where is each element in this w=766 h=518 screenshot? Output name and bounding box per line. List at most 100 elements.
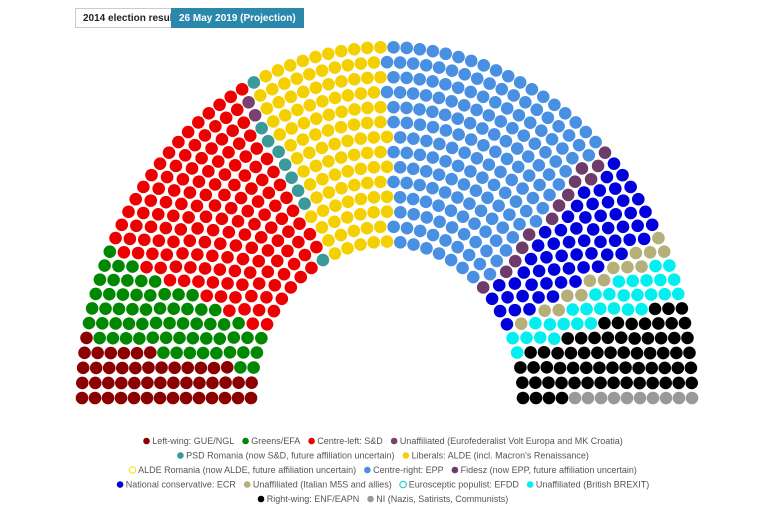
seat	[419, 164, 433, 178]
seat	[529, 376, 542, 389]
seat	[176, 317, 190, 330]
seat	[123, 232, 137, 246]
seat	[243, 129, 257, 142]
seat	[594, 209, 607, 223]
seat	[228, 264, 242, 278]
seat	[194, 361, 208, 375]
seat	[631, 288, 644, 302]
seat	[192, 116, 205, 129]
seat	[624, 206, 637, 220]
seat	[267, 165, 280, 179]
seat	[554, 223, 568, 237]
seat	[200, 289, 214, 303]
seat	[348, 103, 361, 116]
seat	[607, 302, 621, 315]
seat	[516, 391, 530, 405]
seat	[584, 172, 598, 186]
seat	[281, 244, 294, 258]
seat	[646, 391, 660, 405]
seat	[250, 142, 264, 155]
seat	[445, 141, 459, 155]
seat	[237, 346, 250, 359]
seat	[222, 225, 236, 239]
seat	[122, 205, 135, 219]
legend-item: Fidesz (now EPP, future affiliation unce…	[451, 465, 637, 475]
seat	[620, 376, 633, 390]
seat	[406, 57, 420, 70]
seat	[341, 164, 355, 178]
seat	[277, 267, 291, 281]
seat	[600, 248, 614, 261]
seat	[310, 240, 323, 254]
seat	[310, 191, 323, 204]
seat	[241, 204, 255, 218]
seat	[492, 199, 505, 213]
seat	[232, 316, 245, 330]
seat	[143, 289, 157, 302]
seat	[270, 254, 284, 268]
seat	[102, 376, 115, 390]
seat	[347, 118, 361, 131]
seat	[224, 90, 238, 104]
seat	[557, 317, 570, 331]
seat	[470, 151, 484, 165]
seat	[520, 331, 533, 345]
seat	[328, 137, 341, 151]
seat	[685, 391, 699, 405]
seat	[206, 376, 219, 390]
seat	[672, 376, 686, 390]
seat	[591, 159, 605, 173]
seat	[85, 302, 99, 315]
seat	[367, 86, 381, 99]
seat	[439, 77, 452, 91]
seat	[516, 376, 529, 389]
seat	[468, 217, 481, 231]
seat	[309, 112, 323, 125]
tab[interactable]: 2014 election result	[75, 8, 184, 28]
seat	[196, 346, 210, 360]
seat	[593, 184, 607, 197]
seat	[494, 115, 508, 128]
legend-item: Eurosceptic populist: EFDD	[399, 479, 519, 489]
seat	[167, 209, 180, 223]
seat	[285, 171, 298, 185]
seat	[296, 133, 310, 146]
seat	[78, 346, 91, 360]
seat	[594, 302, 607, 316]
seat	[309, 81, 323, 95]
seat	[374, 220, 387, 234]
seat	[265, 82, 279, 96]
seat	[341, 134, 354, 148]
seat	[269, 199, 282, 213]
seat	[249, 160, 263, 174]
seat	[192, 175, 206, 188]
tab-active[interactable]: 26 May 2019 (Projection)	[171, 8, 304, 28]
seat	[322, 47, 335, 61]
seat	[506, 331, 519, 345]
seat	[341, 195, 355, 209]
seat	[239, 150, 253, 163]
seat	[589, 288, 602, 301]
seat	[519, 204, 533, 218]
seat	[177, 274, 191, 288]
seat	[208, 303, 222, 317]
seat	[284, 138, 297, 152]
seat	[552, 178, 566, 191]
seat	[616, 168, 629, 182]
seat	[361, 41, 374, 55]
seat	[506, 121, 519, 135]
seat	[374, 100, 387, 114]
seat	[245, 241, 259, 255]
seat	[591, 260, 605, 273]
seat	[267, 304, 281, 318]
seat	[444, 253, 458, 267]
seat	[293, 217, 306, 231]
seat	[483, 267, 497, 281]
seat	[503, 208, 516, 221]
seat	[400, 221, 414, 235]
seat	[540, 250, 553, 264]
seat	[271, 234, 285, 247]
seat	[202, 165, 215, 178]
seat	[508, 277, 522, 290]
seat	[552, 303, 566, 317]
